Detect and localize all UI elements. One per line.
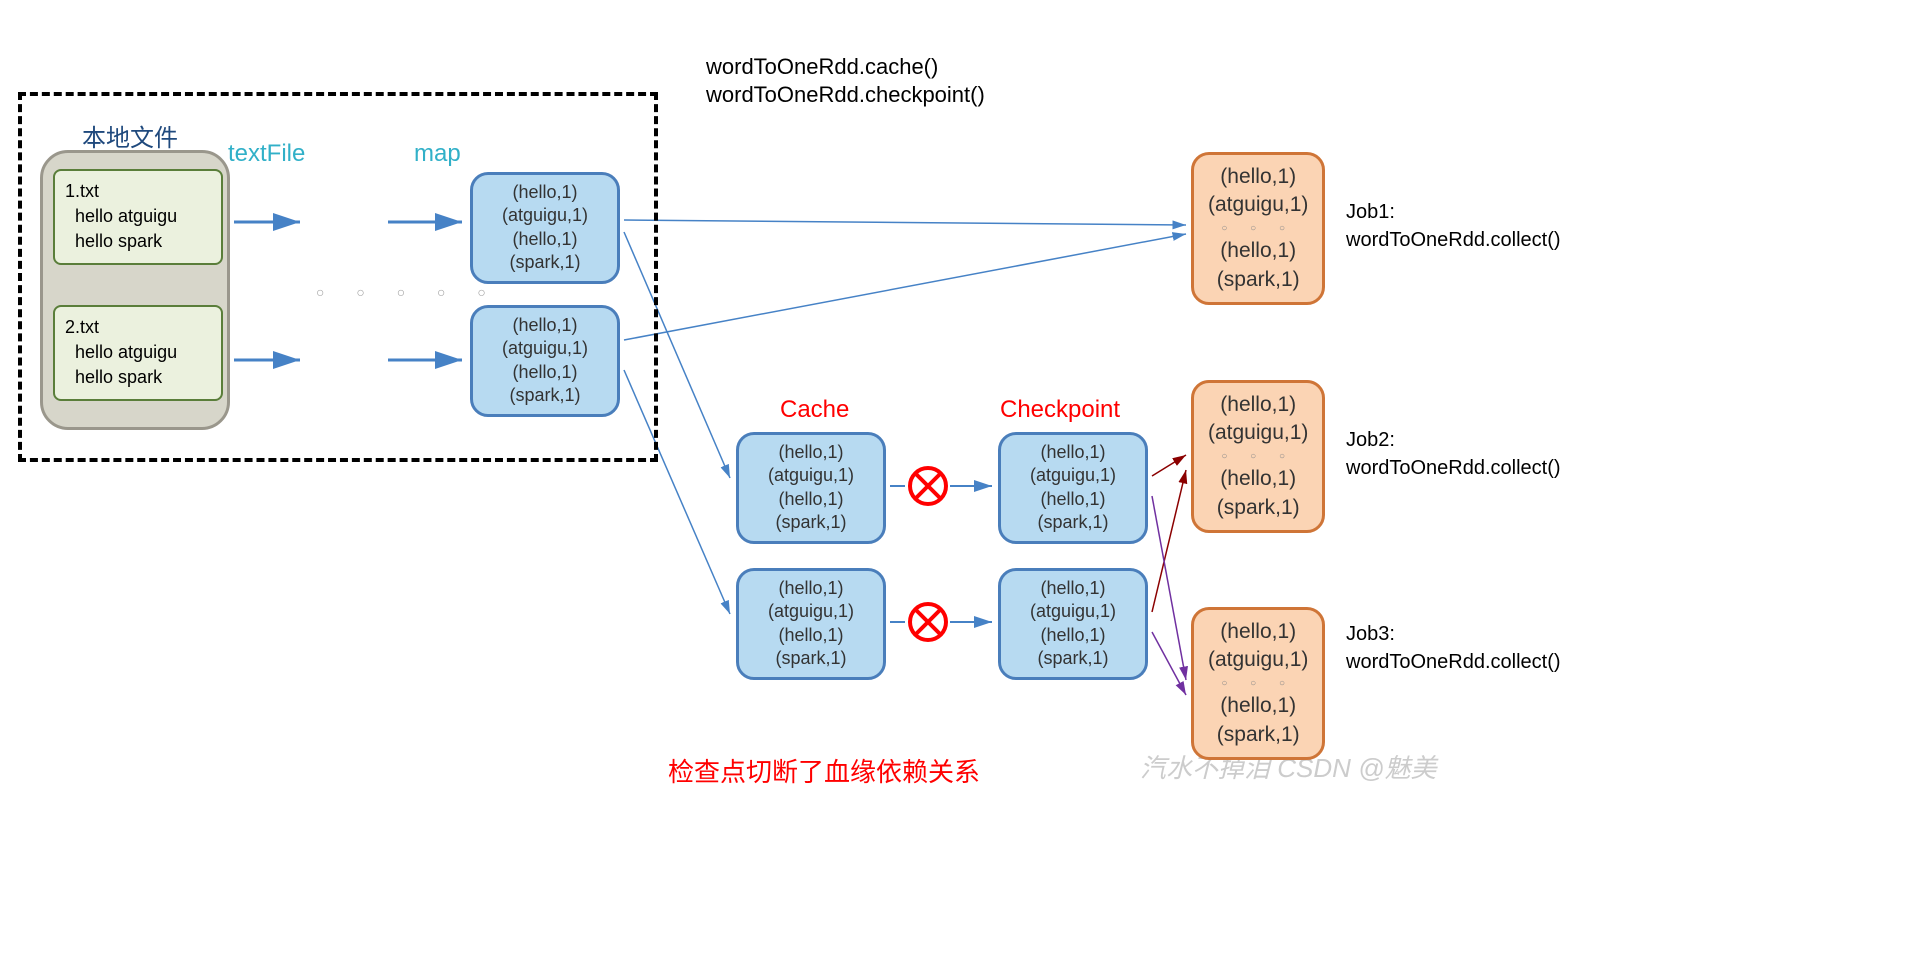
job-line: (spark,1) <box>1217 723 1300 746</box>
job-line: (hello,1) <box>1220 620 1296 643</box>
job-title: Job3: <box>1346 623 1395 645</box>
file-1-box: 1.txt hello atguigu hello spark <box>53 169 223 265</box>
partition-line: (hello,1) <box>778 442 843 462</box>
file-1-line-2: hello spark <box>75 231 162 251</box>
job-call: wordToOneRdd.collect() <box>1346 651 1561 673</box>
partition-line: (atguigu,1) <box>768 465 854 485</box>
cache-partition-2: (hello,1) (atguigu,1) (hello,1) (spark,1… <box>736 568 886 680</box>
partition-line: (hello,1) <box>1040 578 1105 598</box>
partition-line: (atguigu,1) <box>1030 601 1116 621</box>
ellipsis-dots: ○ ○ ○ ○ ○ <box>316 284 500 300</box>
file-container: 1.txt hello atguigu hello spark 2.txt he… <box>40 150 230 430</box>
checkpoint-label: Checkpoint <box>1000 396 1120 424</box>
partition-line: (atguigu,1) <box>768 601 854 621</box>
job-line: (spark,1) <box>1217 496 1300 519</box>
ellipsis-dots: ○ ○ ○ <box>1208 450 1308 464</box>
partition-line: (hello,1) <box>512 229 577 249</box>
partition-line: (atguigu,1) <box>502 205 588 225</box>
job-title: Job2: <box>1346 429 1395 451</box>
job-line: (hello,1) <box>1220 165 1296 188</box>
file-2-line-1: hello atguigu <box>75 342 177 362</box>
job2-label: Job2: wordToOneRdd.collect() <box>1346 426 1561 482</box>
partition-line: (hello,1) <box>512 315 577 335</box>
job-line: (hello,1) <box>1220 239 1296 262</box>
textfile-label: textFile <box>228 140 305 168</box>
job3-box: (hello,1) (atguigu,1) ○ ○ ○ (hello,1) (s… <box>1191 607 1325 760</box>
file-2-box: 2.txt hello atguigu hello spark <box>53 305 223 401</box>
job-line: (atguigu,1) <box>1208 421 1308 444</box>
job1-box: (hello,1) (atguigu,1) ○ ○ ○ (hello,1) (s… <box>1191 152 1325 305</box>
map-partition-2: (hello,1) (atguigu,1) (hello,1) (spark,1… <box>470 305 620 417</box>
job-line: (atguigu,1) <box>1208 193 1308 216</box>
partition-line: (hello,1) <box>778 489 843 509</box>
map-label: map <box>414 140 461 168</box>
job-line: (hello,1) <box>1220 393 1296 416</box>
job-line: (hello,1) <box>1220 694 1296 717</box>
header-checkpoint-call: wordToOneRdd.checkpoint() <box>706 82 985 108</box>
partition-line: (hello,1) <box>512 362 577 382</box>
checkpoint-partition-1: (hello,1) (atguigu,1) (hello,1) (spark,1… <box>998 432 1148 544</box>
partition-line: (hello,1) <box>778 578 843 598</box>
partition-line: (spark,1) <box>509 385 580 405</box>
partition-line: (hello,1) <box>512 182 577 202</box>
partition-line: (hello,1) <box>1040 625 1105 645</box>
job3-label: Job3: wordToOneRdd.collect() <box>1346 620 1561 676</box>
partition-line: (hello,1) <box>1040 489 1105 509</box>
partition-line: (spark,1) <box>775 648 846 668</box>
checkpoint-partition-2: (hello,1) (atguigu,1) (hello,1) (spark,1… <box>998 568 1148 680</box>
job-line: (atguigu,1) <box>1208 648 1308 671</box>
cache-label: Cache <box>780 396 849 424</box>
partition-line: (spark,1) <box>1037 648 1108 668</box>
diagram-root: wordToOneRdd.cache() wordToOneRdd.checkp… <box>0 0 1920 959</box>
lineage-break-icon <box>906 600 950 644</box>
partition-line: (hello,1) <box>1040 442 1105 462</box>
ellipsis-dots: ○ ○ ○ <box>1208 222 1308 236</box>
job-title: Job1: <box>1346 201 1395 223</box>
file-2-line-2: hello spark <box>75 367 162 387</box>
partition-line: (spark,1) <box>509 252 580 272</box>
partition-line: (spark,1) <box>775 512 846 532</box>
bottom-note: 检查点切断了血缘依赖关系 <box>668 752 980 789</box>
job-call: wordToOneRdd.collect() <box>1346 457 1561 479</box>
file-1-name: 1.txt <box>65 181 99 201</box>
map-partition-1: (hello,1) (atguigu,1) (hello,1) (spark,1… <box>470 172 620 284</box>
partition-line: (atguigu,1) <box>502 338 588 358</box>
local-file-label: 本地文件 <box>82 118 178 153</box>
lineage-break-icon <box>906 464 950 508</box>
job-line: (hello,1) <box>1220 467 1296 490</box>
job2-box: (hello,1) (atguigu,1) ○ ○ ○ (hello,1) (s… <box>1191 380 1325 533</box>
partition-line: (hello,1) <box>778 625 843 645</box>
partition-line: (spark,1) <box>1037 512 1108 532</box>
header-cache-call: wordToOneRdd.cache() <box>706 54 938 80</box>
file-2-name: 2.txt <box>65 317 99 337</box>
job1-label: Job1: wordToOneRdd.collect() <box>1346 198 1561 254</box>
cache-partition-1: (hello,1) (atguigu,1) (hello,1) (spark,1… <box>736 432 886 544</box>
partition-line: (atguigu,1) <box>1030 465 1116 485</box>
job-line: (spark,1) <box>1217 268 1300 291</box>
job-call: wordToOneRdd.collect() <box>1346 229 1561 251</box>
file-1-line-1: hello atguigu <box>75 206 177 226</box>
ellipsis-dots: ○ ○ ○ <box>1208 677 1308 691</box>
